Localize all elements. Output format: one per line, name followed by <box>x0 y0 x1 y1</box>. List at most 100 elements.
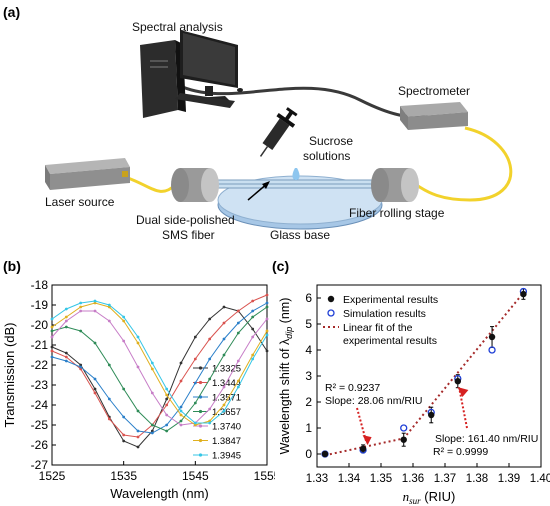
series-point <box>122 319 126 323</box>
series-line-1.3657 <box>51 306 268 432</box>
syringe-icon <box>259 107 298 157</box>
sms-fiber-label-line2: SMS fiber <box>162 228 215 242</box>
series-point <box>93 309 97 313</box>
series-point <box>193 357 197 361</box>
series-point <box>93 391 97 395</box>
series-point <box>150 391 154 395</box>
panel-a-label: (a) <box>3 4 21 20</box>
legend-experimental-marker <box>327 295 335 303</box>
series-point <box>136 335 140 339</box>
legend-marker <box>198 453 203 457</box>
series-point <box>222 385 226 389</box>
x-tick-label: 1535 <box>110 469 137 483</box>
experimental-point <box>428 411 435 419</box>
y-tick-label: 5 <box>305 317 312 331</box>
series-point <box>93 387 97 391</box>
series-point <box>179 419 183 423</box>
y-axis-main: Wavelength shift of λ <box>278 338 292 454</box>
legend-label: 1.3945 <box>212 451 241 462</box>
simulation-point <box>488 346 496 354</box>
series-point <box>265 293 269 297</box>
series-point <box>236 385 240 389</box>
computer-tower-icon <box>140 40 186 118</box>
series-point <box>122 387 126 391</box>
series-point <box>165 429 169 433</box>
fiber-rolling-stage-label: Fiber rolling stage <box>349 206 445 220</box>
glass-base-label: Glass base <box>270 228 331 242</box>
y-axis-sub: dip <box>284 327 294 339</box>
x-axis-label: Wavelength (nm) <box>110 486 209 501</box>
series-point <box>193 401 197 405</box>
series-point <box>222 321 226 325</box>
series-point <box>107 303 111 307</box>
legend-marker <box>198 409 203 414</box>
series-point <box>165 393 169 397</box>
spectrometer-label: Spectrometer <box>398 84 471 98</box>
x-tick-label: 1.37 <box>434 473 456 485</box>
series-point <box>165 403 169 407</box>
series-point <box>165 387 169 391</box>
series-point <box>236 309 240 313</box>
legend-fit-label-2: experimental results <box>343 335 437 347</box>
series-point <box>122 315 126 319</box>
series-point <box>236 359 240 363</box>
y-tick-label: -19 <box>31 298 49 312</box>
r2-high-annotation: R² = 0.9999 <box>433 446 488 458</box>
plot-frame <box>51 284 268 466</box>
series-point <box>93 377 97 381</box>
series-point <box>50 317 54 321</box>
high-slope-arrow <box>458 388 468 429</box>
experimental-point <box>321 450 329 458</box>
series-point <box>251 309 255 313</box>
series-point <box>64 307 68 311</box>
legend-marker <box>198 438 203 443</box>
legend-marker <box>198 380 203 385</box>
experimental-point <box>400 436 407 443</box>
y-tick-label: -26 <box>31 438 49 452</box>
series-line-1.3847 <box>51 302 268 426</box>
series-line-1.3571 <box>51 302 268 434</box>
series-point <box>208 377 212 381</box>
series-point <box>79 363 83 367</box>
series-point <box>122 439 126 443</box>
series-line-1.3945 <box>51 300 268 424</box>
series-point <box>265 301 269 305</box>
x-axis-sub: sur <box>409 496 421 506</box>
legend-label: 1.3740 <box>212 422 241 433</box>
slope-high-annotation: Slope: 161.40 nm/RIU <box>435 433 538 445</box>
series-point <box>165 413 169 417</box>
y-axis-unit: (nm) <box>278 298 292 327</box>
series-point <box>165 397 169 401</box>
y-tick-label: 3 <box>305 369 312 383</box>
slope-low-annotation: Slope: 28.06 nm/RIU <box>325 395 422 407</box>
series-point <box>208 357 212 361</box>
y-tick-label: -24 <box>31 398 49 412</box>
y-tick-label: -22 <box>31 358 49 372</box>
series-point <box>208 407 212 411</box>
series-point <box>193 335 197 339</box>
monitor-icon <box>180 30 238 103</box>
series-point <box>150 431 154 435</box>
legend-marker <box>198 424 203 428</box>
series-point <box>150 367 154 371</box>
y-tick-label: 6 <box>305 291 312 305</box>
series-point <box>136 435 140 439</box>
series-point <box>208 421 212 425</box>
series-point <box>50 345 54 349</box>
series-line-1.3740 <box>51 310 268 426</box>
series-point <box>64 319 68 323</box>
y-axis-label: Wavelength shift of λdip (nm) <box>278 298 294 455</box>
series-point <box>193 421 197 425</box>
legend-marker <box>198 366 203 370</box>
x-tick-label: 1.38 <box>466 473 488 485</box>
laser-source-label: Laser source <box>45 195 115 209</box>
series-point <box>179 405 183 409</box>
experimental-point <box>359 445 367 452</box>
series-point <box>136 365 140 369</box>
y-tick-label: -21 <box>31 338 49 352</box>
y-tick-label: -23 <box>31 378 49 392</box>
series-point <box>93 341 97 345</box>
series-point <box>265 349 269 353</box>
legend-experimental-label: Experimental results <box>343 294 438 306</box>
x-tick-label: 1.36 <box>402 473 424 485</box>
